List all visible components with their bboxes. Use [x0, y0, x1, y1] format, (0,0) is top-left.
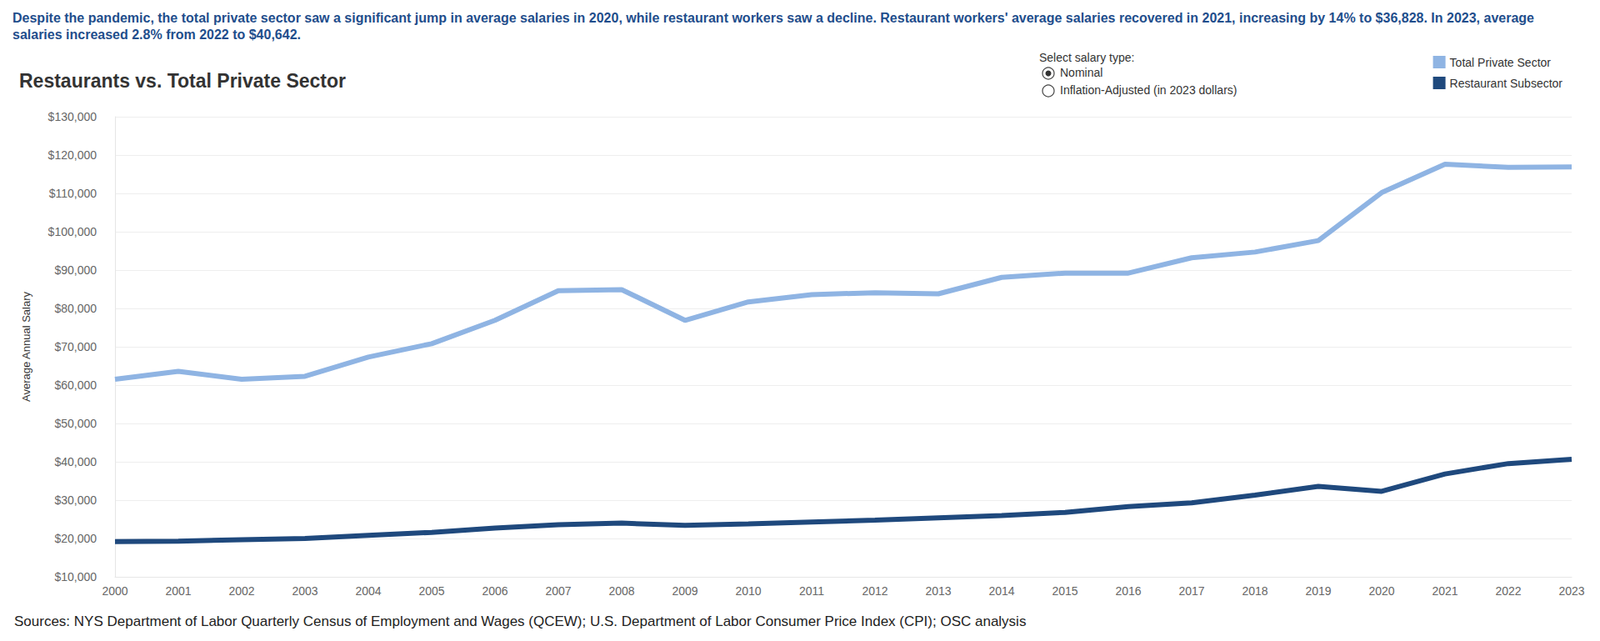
- svg-text:Despite the pandemic, the tota: Despite the pandemic, the total private …: [12, 10, 1538, 25]
- svg-text:Restaurant Subsector: Restaurant Subsector: [1450, 76, 1564, 90]
- svg-text:$100,000: $100,000: [48, 225, 98, 239]
- svg-text:$110,000: $110,000: [49, 186, 98, 200]
- svg-text:2008: 2008: [608, 584, 635, 598]
- svg-text:$50,000: $50,000: [54, 416, 97, 430]
- svg-text:Select salary type:: Select salary type:: [1039, 50, 1135, 65]
- svg-text:$120,000: $120,000: [48, 148, 98, 162]
- svg-text:2009: 2009: [671, 584, 698, 598]
- svg-text:2001: 2001: [165, 584, 191, 598]
- svg-text:Inflation-Adjusted (in 2023 do: Inflation-Adjusted (in 2023 dollars): [1060, 83, 1237, 97]
- svg-text:Nominal: Nominal: [1060, 65, 1103, 80]
- svg-text:2000: 2000: [101, 584, 128, 598]
- svg-text:$20,000: $20,000: [54, 531, 97, 545]
- svg-text:2023: 2023: [1558, 584, 1585, 598]
- svg-text:Average Annual Salary: Average Annual Salary: [20, 290, 33, 402]
- svg-text:$90,000: $90,000: [54, 263, 97, 277]
- svg-text:2020: 2020: [1368, 584, 1395, 598]
- svg-text:2012: 2012: [861, 584, 888, 598]
- svg-text:2002: 2002: [228, 584, 255, 598]
- svg-text:salaries increased 2.8% from 2: salaries increased 2.8% from 2022 to $40…: [12, 27, 301, 42]
- svg-text:2018: 2018: [1241, 584, 1268, 598]
- svg-text:Sources: NYS Department of Lab: Sources: NYS Department of Labor Quarter…: [14, 613, 1026, 630]
- svg-text:2003: 2003: [291, 584, 318, 598]
- svg-text:$60,000: $60,000: [54, 378, 97, 392]
- svg-text:2016: 2016: [1115, 584, 1141, 598]
- svg-text:2005: 2005: [418, 584, 445, 598]
- svg-text:2006: 2006: [481, 584, 508, 598]
- svg-text:2010: 2010: [735, 584, 761, 598]
- svg-text:2019: 2019: [1305, 584, 1331, 598]
- svg-text:2015: 2015: [1051, 584, 1078, 598]
- svg-text:2011: 2011: [799, 584, 825, 598]
- svg-text:Total Private Sector: Total Private Sector: [1450, 55, 1552, 70]
- svg-text:2017: 2017: [1178, 584, 1205, 598]
- svg-text:$40,000: $40,000: [54, 455, 97, 469]
- svg-text:2021: 2021: [1431, 584, 1458, 598]
- svg-text:2004: 2004: [355, 584, 381, 598]
- svg-text:2022: 2022: [1495, 584, 1521, 598]
- svg-text:$70,000: $70,000: [54, 340, 97, 354]
- svg-text:$80,000: $80,000: [54, 301, 97, 315]
- svg-text:$30,000: $30,000: [54, 493, 97, 507]
- svg-text:$130,000: $130,000: [48, 110, 98, 124]
- svg-text:Restaurants vs. Total Private: Restaurants vs. Total Private Sector: [19, 70, 346, 92]
- svg-text:2007: 2007: [545, 584, 571, 598]
- svg-text:$10,000: $10,000: [54, 570, 97, 584]
- svg-text:2014: 2014: [988, 584, 1015, 598]
- svg-text:2013: 2013: [925, 584, 951, 598]
